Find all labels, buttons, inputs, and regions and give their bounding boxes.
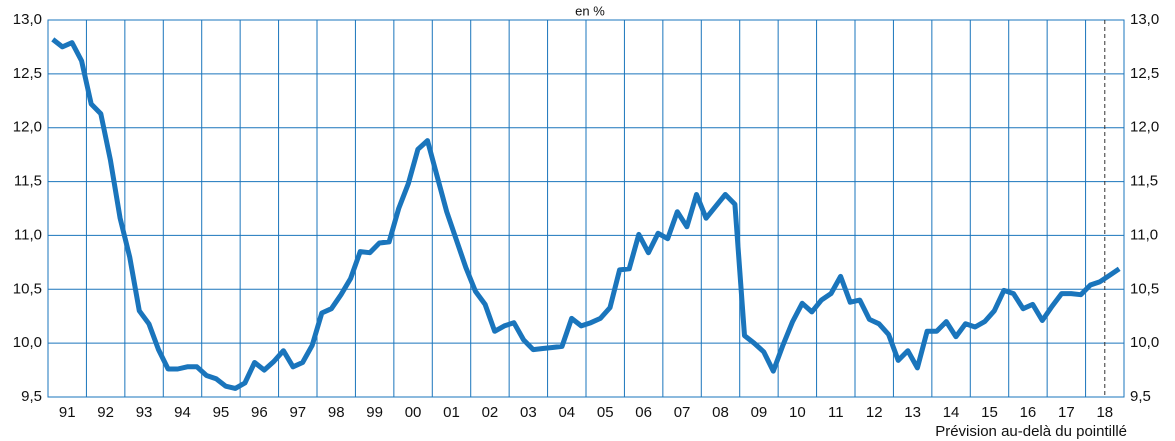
- x-tick-label: 09: [751, 404, 768, 421]
- y2-tick-label: 13,0: [1130, 11, 1159, 28]
- y-tick-label: 11,0: [14, 226, 42, 243]
- y-tick-label: 12,0: [13, 119, 42, 136]
- y-tick-label: 13,0: [13, 11, 42, 28]
- x-tick-label: 92: [97, 404, 114, 421]
- y-tick-label: 10,5: [13, 280, 42, 297]
- x-tick-label: 10: [789, 404, 806, 421]
- forecast-note: Prévision au-delà du pointillé: [935, 423, 1127, 440]
- y2-tick-label: 10,0: [1130, 334, 1159, 351]
- y2-tick-label: 12,0: [1130, 119, 1159, 136]
- x-tick-label: 03: [520, 404, 537, 421]
- x-tick-label: 97: [289, 404, 306, 421]
- y-tick-label: 11,5: [14, 173, 42, 190]
- x-tick-label: 17: [1058, 404, 1075, 421]
- data-line: [51, 37, 1121, 391]
- x-tick-label: 98: [328, 404, 345, 421]
- x-tick-label: 15: [981, 404, 998, 421]
- y2-tick-label: 11,5: [1130, 173, 1158, 190]
- x-tick-label: 12: [866, 404, 883, 421]
- x-tick-label: 08: [712, 404, 729, 421]
- x-tick-label: 95: [213, 404, 230, 421]
- x-tick-label: 00: [405, 404, 422, 421]
- x-tick-label: 99: [366, 404, 383, 421]
- y2-tick-label: 10,5: [1130, 280, 1159, 297]
- y2-tick-label: 12,5: [1130, 65, 1159, 82]
- x-tick-label: 07: [674, 404, 691, 421]
- x-tick-label: 01: [443, 404, 460, 421]
- x-tick-label: 05: [597, 404, 614, 421]
- x-tick-label: 16: [1020, 404, 1037, 421]
- x-tick-label: 14: [943, 404, 960, 421]
- x-tick-label: 94: [174, 404, 191, 421]
- x-tick-label: 11: [828, 404, 844, 421]
- x-tick-label: 13: [904, 404, 921, 421]
- y2-tick-label: 9,5: [1130, 388, 1151, 405]
- plot-frame: [47, 19, 1125, 398]
- y-tick-label: 9,5: [21, 388, 42, 405]
- x-tick-label: 06: [635, 404, 652, 421]
- x-tick-label: 91: [59, 404, 76, 421]
- chart-subtitle: en %: [575, 3, 605, 18]
- x-tick-label: 02: [482, 404, 499, 421]
- y2-tick-label: 11,0: [1130, 226, 1158, 243]
- y-tick-label: 10,0: [13, 334, 42, 351]
- y-tick-label: 12,5: [13, 65, 42, 82]
- x-tick-label: 96: [251, 404, 268, 421]
- x-tick-label: 18: [1096, 404, 1113, 421]
- x-tick-label: 93: [136, 404, 153, 421]
- x-tick-label: 04: [558, 404, 575, 421]
